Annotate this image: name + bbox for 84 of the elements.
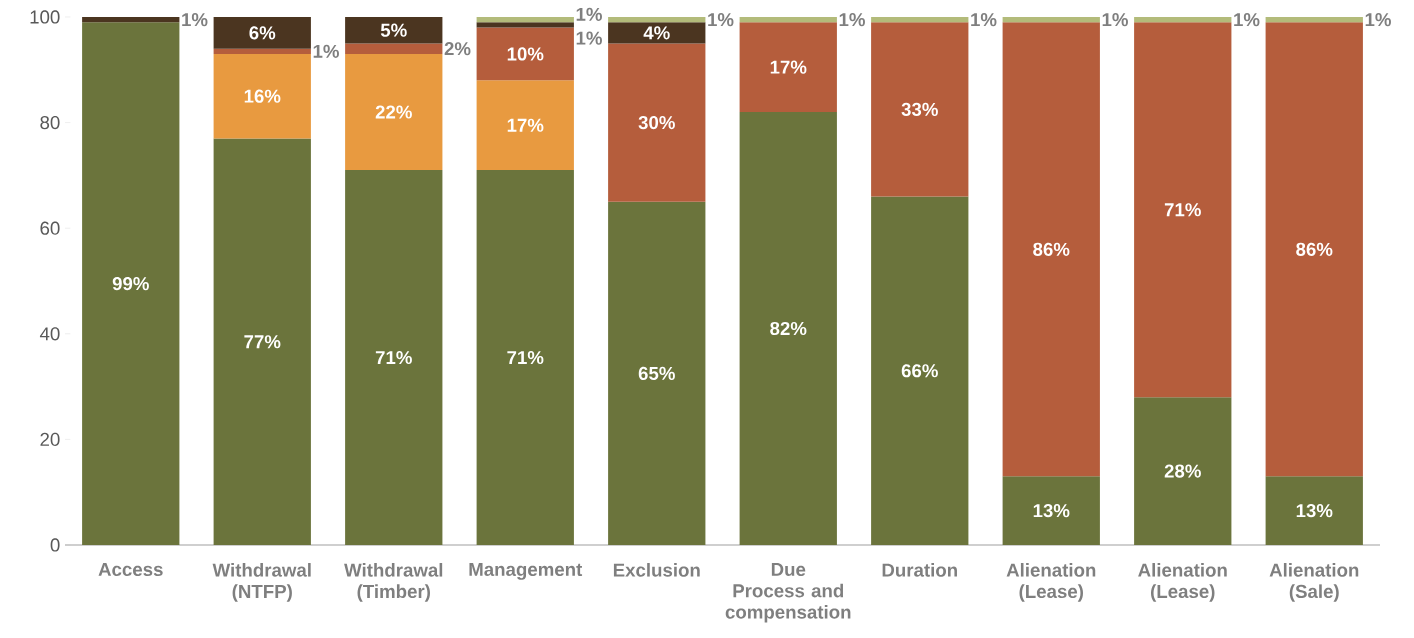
- bar: [1002, 16, 1100, 23]
- data-label: 1%: [1365, 13, 1391, 27]
- bar: [1002, 22, 1100, 477]
- bar: [476, 27, 574, 81]
- data-label: 1%: [576, 7, 602, 21]
- data-label: 5%: [380, 23, 407, 37]
- data-label: 77%: [244, 335, 281, 349]
- bar: [345, 53, 443, 171]
- bar: [345, 170, 443, 545]
- data-label: 1%: [1234, 13, 1260, 27]
- bar: [739, 22, 837, 113]
- data-label: 1%: [971, 13, 997, 27]
- bar: [739, 112, 837, 545]
- data-label: 86%: [1033, 242, 1070, 256]
- data-label: 71%: [375, 350, 412, 365]
- bar: [1265, 22, 1363, 477]
- data-label: 71%: [507, 350, 544, 365]
- data-label: 16%: [244, 89, 281, 103]
- y-tick-label: 100: [30, 10, 60, 24]
- data-label: 1%: [1102, 13, 1128, 27]
- data-label: 1%: [182, 13, 208, 27]
- bar: [608, 16, 706, 23]
- data-label: 86%: [1296, 242, 1333, 256]
- bar: [1265, 476, 1363, 545]
- x-tick-label: Duration: [882, 563, 957, 577]
- bar: [739, 16, 837, 23]
- bar: [345, 43, 443, 54]
- bar: [1134, 22, 1232, 398]
- bar: [82, 16, 180, 23]
- data-label: 33%: [901, 102, 938, 117]
- bar: [213, 16, 311, 49]
- bar: [1265, 16, 1363, 23]
- bar: [476, 80, 574, 171]
- bar: [1002, 476, 1100, 545]
- x-tick-label: Alienation (Lease): [1006, 563, 1096, 602]
- data-label: 65%: [638, 366, 675, 380]
- x-tick-label: Alienation (Sale): [1269, 563, 1359, 602]
- data-label: 4%: [643, 26, 670, 40]
- data-label: 1%: [708, 13, 734, 27]
- x-tick-label: Access: [98, 563, 163, 577]
- bar: [871, 196, 969, 545]
- data-label: 71%: [1164, 203, 1201, 217]
- y-tick-label: 60: [40, 221, 60, 235]
- data-label: 2%: [444, 42, 471, 56]
- x-tick-label: Withdrawal (Timber): [344, 563, 443, 602]
- bar: [345, 16, 443, 44]
- data-label: 82%: [770, 321, 807, 336]
- y-tick-label: 20: [40, 432, 60, 446]
- bar: [871, 22, 969, 197]
- bar: [608, 22, 706, 44]
- data-label: 99%: [112, 277, 149, 291]
- y-tick-label: 40: [39, 327, 60, 341]
- data-label: 66%: [901, 364, 938, 378]
- bar: [1134, 397, 1232, 545]
- data-label: 22%: [375, 105, 412, 119]
- data-label: 1%: [576, 31, 602, 45]
- data-label: 13%: [1033, 504, 1070, 518]
- bar: [476, 170, 574, 545]
- y-tick-label: 80: [40, 115, 60, 130]
- bar: [213, 138, 311, 545]
- data-label: 17%: [507, 118, 544, 132]
- bar: [608, 201, 706, 545]
- bar: [213, 48, 311, 54]
- x-tick-label: Management: [469, 563, 583, 580]
- bar: [608, 43, 706, 202]
- bar: [213, 53, 311, 139]
- data-label: 1%: [839, 13, 865, 27]
- data-label: 10%: [507, 47, 544, 61]
- data-label: 30%: [638, 115, 675, 130]
- bar: [476, 16, 574, 23]
- y-tick-label: 0: [50, 538, 60, 552]
- x-tick-label: Due Process and compensation: [725, 563, 851, 623]
- x-tick-label: Withdrawal (NTFP): [212, 563, 311, 602]
- data-label: 17%: [770, 60, 807, 74]
- bar: [82, 22, 180, 545]
- data-label: 6%: [249, 26, 276, 40]
- data-label: 1%: [313, 44, 339, 58]
- bar: [871, 16, 969, 23]
- data-label: 13%: [1296, 504, 1333, 518]
- x-tick-label: Exclusion: [613, 563, 700, 577]
- x-tick-label: Alienation (Lease): [1138, 563, 1227, 602]
- bar: [1134, 16, 1232, 23]
- data-label: 28%: [1164, 464, 1201, 478]
- bar: [476, 22, 574, 28]
